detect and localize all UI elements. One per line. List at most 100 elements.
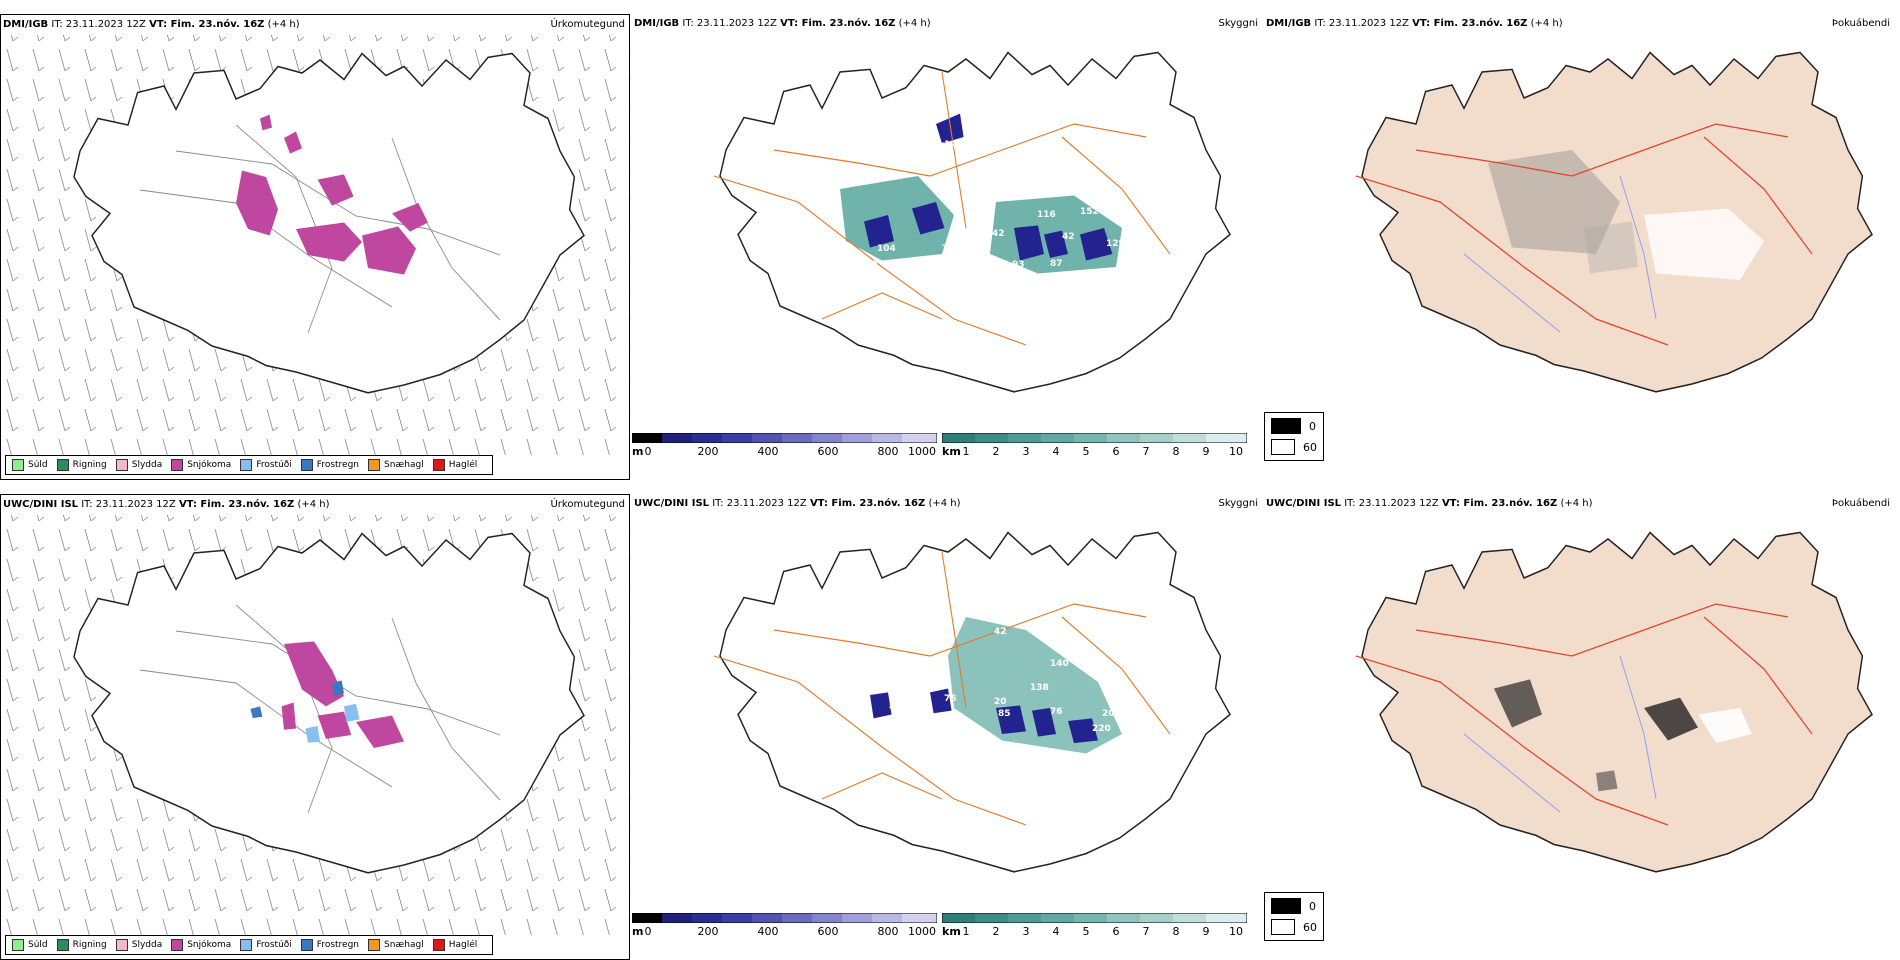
vis-label: 87 xyxy=(1050,259,1063,269)
snow-areas xyxy=(281,641,405,748)
legend-item: Snjókoma xyxy=(171,939,231,951)
vis-label: 139 xyxy=(964,187,983,197)
vis-label: 138 xyxy=(1030,683,1049,693)
legend-item: Súld xyxy=(12,939,48,951)
colorbar-tick: 5 xyxy=(1082,445,1090,458)
legend-swatch xyxy=(171,939,184,951)
lead-time: (+4 h) xyxy=(1560,498,1593,509)
legend-label: Súld xyxy=(28,940,48,950)
fog-chip xyxy=(1271,418,1301,434)
fog-legend-low: 0 xyxy=(1271,898,1317,914)
colorbar-tick: 8 xyxy=(1172,925,1180,938)
colorbar-tick: 9 xyxy=(1202,445,1210,458)
legend-swatch xyxy=(12,459,24,471)
legend-label: Snæhagl xyxy=(384,460,424,470)
colorbar-tick: 600 xyxy=(817,925,839,938)
fog-legend: 0 60 xyxy=(1264,412,1324,461)
vis-label: 20 xyxy=(1135,247,1148,257)
vis-label: 151 xyxy=(928,142,947,152)
legend-label: Rigning xyxy=(72,460,107,470)
legend-label: Snæhagl xyxy=(384,940,424,950)
model-source: DMI/IGB xyxy=(1266,18,1312,29)
legend-item: Rigning xyxy=(56,459,107,471)
vis-label: 36 xyxy=(1132,237,1145,247)
vis-label: 77 xyxy=(942,244,955,254)
vis-label: 204 xyxy=(1102,709,1121,719)
fog-legend-label: 0 xyxy=(1309,419,1316,433)
model-source: UWC/DINI ISL xyxy=(1266,498,1342,509)
vis-label: 20 xyxy=(994,697,1007,707)
legend-item: Frostregn xyxy=(300,459,360,471)
init-time: IT: 23.11.2023 12Z xyxy=(712,498,807,509)
vis-label: 220 xyxy=(1092,724,1111,734)
vis-label: 93 xyxy=(1012,260,1025,270)
init-time: IT: 23.11.2023 12Z xyxy=(51,19,146,30)
fog-legend-high: 60 xyxy=(1271,439,1317,455)
fog-map xyxy=(1355,51,1873,393)
legend-swatch xyxy=(171,459,184,471)
vis-label: 108 xyxy=(922,265,941,275)
legend-label: Haglél xyxy=(448,460,478,470)
low-vis-dark xyxy=(870,688,1098,744)
colorbar-tick: 6 xyxy=(1112,445,1120,458)
fog-legend: 0 60 xyxy=(1264,892,1324,941)
legend-label: Frostregn xyxy=(316,460,360,470)
valid-time: VT: Fim. 23.nóv. 16Z xyxy=(1441,498,1558,509)
lead-time: (+4 h) xyxy=(297,499,330,510)
legend-item: Haglél xyxy=(432,459,478,471)
vis-colorbar-km: km 1 2 3 4 5 6 7 8 9 10 xyxy=(942,433,1247,463)
vis-label: 42 xyxy=(994,627,1007,637)
lead-time: (+4 h) xyxy=(1530,18,1563,29)
colorbar-tick: 7 xyxy=(1142,445,1150,458)
precip-legend: Súld Rigning Slydda Snjókoma Frostúði Fr… xyxy=(5,935,494,955)
valid-time: VT: Fim. 23.nóv. 16Z xyxy=(149,19,265,30)
colorbar-tick: 9 xyxy=(1202,925,1210,938)
legend-label: Rigning xyxy=(72,940,107,950)
colorbar-tick: 10 xyxy=(1229,445,1243,458)
vis-colorbar-km: km 1 2 3 4 5 6 7 8 9 10 xyxy=(942,913,1247,943)
legend-label: Frostúði xyxy=(256,460,292,470)
vis-label: 85 xyxy=(998,709,1011,719)
fog-chip xyxy=(1271,898,1301,914)
fog-legend-label: 60 xyxy=(1303,440,1317,454)
vis-label: 83 xyxy=(889,702,902,712)
visibility-panel-dmi: DMI/IGB IT: 23.11.2023 12Z VT: Fim. 23.n… xyxy=(632,14,1262,480)
model-source: DMI/IGB xyxy=(3,19,49,30)
colorbar-tick: 7 xyxy=(1142,925,1150,938)
colorbar-tick: 400 xyxy=(757,925,779,938)
snow-areas xyxy=(236,114,429,275)
legend-swatch xyxy=(56,939,69,951)
colorbar-tick: 600 xyxy=(817,445,839,458)
visibility-map: 151 140 95 139 165 152 116 104 77 90 108… xyxy=(713,51,1231,393)
colorbar-unit: m xyxy=(632,925,644,938)
legend-label: Haglél xyxy=(448,940,478,950)
vis-label: 76 xyxy=(1050,707,1063,717)
colorbar-tick: 800 xyxy=(877,445,899,458)
valid-time: VT: Fim. 23.nóv. 16Z xyxy=(780,18,896,29)
fog-legend-high: 60 xyxy=(1271,919,1317,935)
fog-legend-low: 0 xyxy=(1271,418,1317,434)
fog-chip xyxy=(1271,919,1295,935)
legend-swatch xyxy=(115,459,128,471)
legend-item: Rigning xyxy=(56,939,107,951)
legend-item: Snæhagl xyxy=(368,459,424,471)
visibility-map: 42 140 138 141 76 83 85 76 204 220 20 38 xyxy=(713,531,1231,873)
legend-swatch xyxy=(56,459,69,471)
precip-legend: Súld Rigning Slydda Snjókoma Frostúði Fr… xyxy=(5,455,494,475)
vis-label: 42 xyxy=(992,229,1005,239)
legend-label: Snjókoma xyxy=(187,460,232,470)
valid-time: VT: Fim. 23.nóv. 16Z xyxy=(809,498,926,509)
legend-item: Slydda xyxy=(115,459,162,471)
valid-time: VT: Fim. 23.nóv. 16Z xyxy=(1412,18,1528,29)
colorbar-tick: 2 xyxy=(992,925,1000,938)
freezing-drizzle-areas xyxy=(305,703,360,743)
init-time: IT: 23.11.2023 12Z xyxy=(682,18,777,29)
vis-label: 152 xyxy=(1080,207,1099,217)
vis-label: 165 xyxy=(1034,185,1053,195)
panel-title: UWC/DINI ISL IT: 23.11.2023 12Z VT: Fim.… xyxy=(1266,498,1593,509)
colorbar-unit: km xyxy=(942,445,961,458)
vis-colorbar-m: m 0 200 400 600 800 1000 xyxy=(632,433,937,463)
legend-swatch xyxy=(300,459,313,471)
model-source: DMI/IGB xyxy=(634,18,680,29)
freezing-rain-areas xyxy=(250,680,344,719)
